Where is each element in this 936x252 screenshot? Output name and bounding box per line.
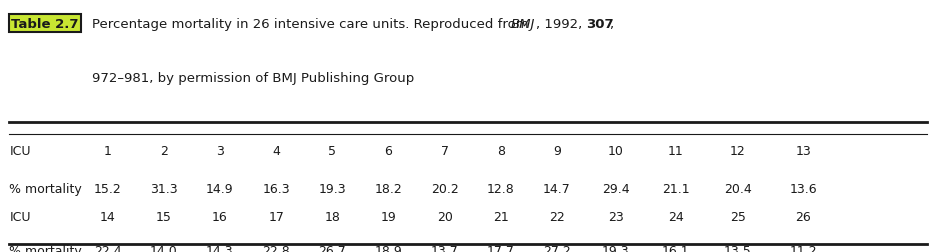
Text: 1: 1 <box>104 145 111 158</box>
Text: 19.3: 19.3 <box>318 183 346 196</box>
Text: 22: 22 <box>549 210 564 223</box>
Text: 307: 307 <box>586 18 614 30</box>
Text: % mortality: % mortality <box>9 244 82 252</box>
Text: 14: 14 <box>100 210 115 223</box>
Text: 8: 8 <box>497 145 505 158</box>
Text: 11: 11 <box>668 145 683 158</box>
Text: 14.0: 14.0 <box>150 244 178 252</box>
Text: 17.7: 17.7 <box>487 244 515 252</box>
Text: 13: 13 <box>796 145 811 158</box>
Text: 20: 20 <box>437 210 452 223</box>
Text: 9: 9 <box>553 145 561 158</box>
Text: 19.3: 19.3 <box>602 244 630 252</box>
Text: % mortality: % mortality <box>9 183 82 196</box>
Text: 25: 25 <box>730 210 745 223</box>
Text: BMJ: BMJ <box>511 18 535 30</box>
Text: 24: 24 <box>668 210 683 223</box>
Text: 10: 10 <box>608 145 623 158</box>
Text: 3: 3 <box>216 145 224 158</box>
Text: ,: , <box>609 18 613 30</box>
Text: 27.2: 27.2 <box>543 244 571 252</box>
Text: 12.8: 12.8 <box>487 183 515 196</box>
Text: 7: 7 <box>441 145 448 158</box>
Text: 29.4: 29.4 <box>602 183 630 196</box>
Text: ICU: ICU <box>9 145 31 158</box>
Text: 19: 19 <box>381 210 396 223</box>
Text: 21.1: 21.1 <box>662 183 690 196</box>
Text: Table 2.7: Table 2.7 <box>11 18 79 30</box>
Text: 26.7: 26.7 <box>318 244 346 252</box>
Text: Percentage mortality in 26 intensive care units. Reproduced from: Percentage mortality in 26 intensive car… <box>92 18 533 30</box>
Text: 4: 4 <box>272 145 280 158</box>
Text: 16: 16 <box>212 210 227 223</box>
Text: 17: 17 <box>269 210 284 223</box>
Text: 5: 5 <box>329 145 336 158</box>
Text: 16.1: 16.1 <box>662 244 690 252</box>
Text: 13.6: 13.6 <box>789 183 817 196</box>
Text: 13.5: 13.5 <box>724 244 752 252</box>
Text: 22.4: 22.4 <box>94 244 122 252</box>
Text: 23: 23 <box>608 210 623 223</box>
Text: 972–981, by permission of BMJ Publishing Group: 972–981, by permission of BMJ Publishing… <box>92 72 414 85</box>
Text: , 1992,: , 1992, <box>536 18 587 30</box>
Text: 2: 2 <box>160 145 168 158</box>
Text: 18.2: 18.2 <box>374 183 402 196</box>
Text: 21: 21 <box>493 210 508 223</box>
Text: 20.2: 20.2 <box>431 183 459 196</box>
Text: 31.3: 31.3 <box>150 183 178 196</box>
Text: 16.3: 16.3 <box>262 183 290 196</box>
Text: 13.7: 13.7 <box>431 244 459 252</box>
Text: 20.4: 20.4 <box>724 183 752 196</box>
Text: 14.7: 14.7 <box>543 183 571 196</box>
Text: 18.9: 18.9 <box>374 244 402 252</box>
Text: 15: 15 <box>156 210 171 223</box>
Text: 26: 26 <box>796 210 811 223</box>
Text: 12: 12 <box>730 145 745 158</box>
Text: 6: 6 <box>385 145 392 158</box>
Text: 14.3: 14.3 <box>206 244 234 252</box>
Text: 14.9: 14.9 <box>206 183 234 196</box>
Text: 15.2: 15.2 <box>94 183 122 196</box>
Text: ICU: ICU <box>9 210 31 223</box>
Text: 18: 18 <box>325 210 340 223</box>
Text: 11.2: 11.2 <box>789 244 817 252</box>
Text: 22.8: 22.8 <box>262 244 290 252</box>
